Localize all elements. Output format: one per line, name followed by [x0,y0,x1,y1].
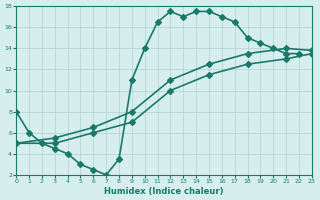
X-axis label: Humidex (Indice chaleur): Humidex (Indice chaleur) [104,187,224,196]
